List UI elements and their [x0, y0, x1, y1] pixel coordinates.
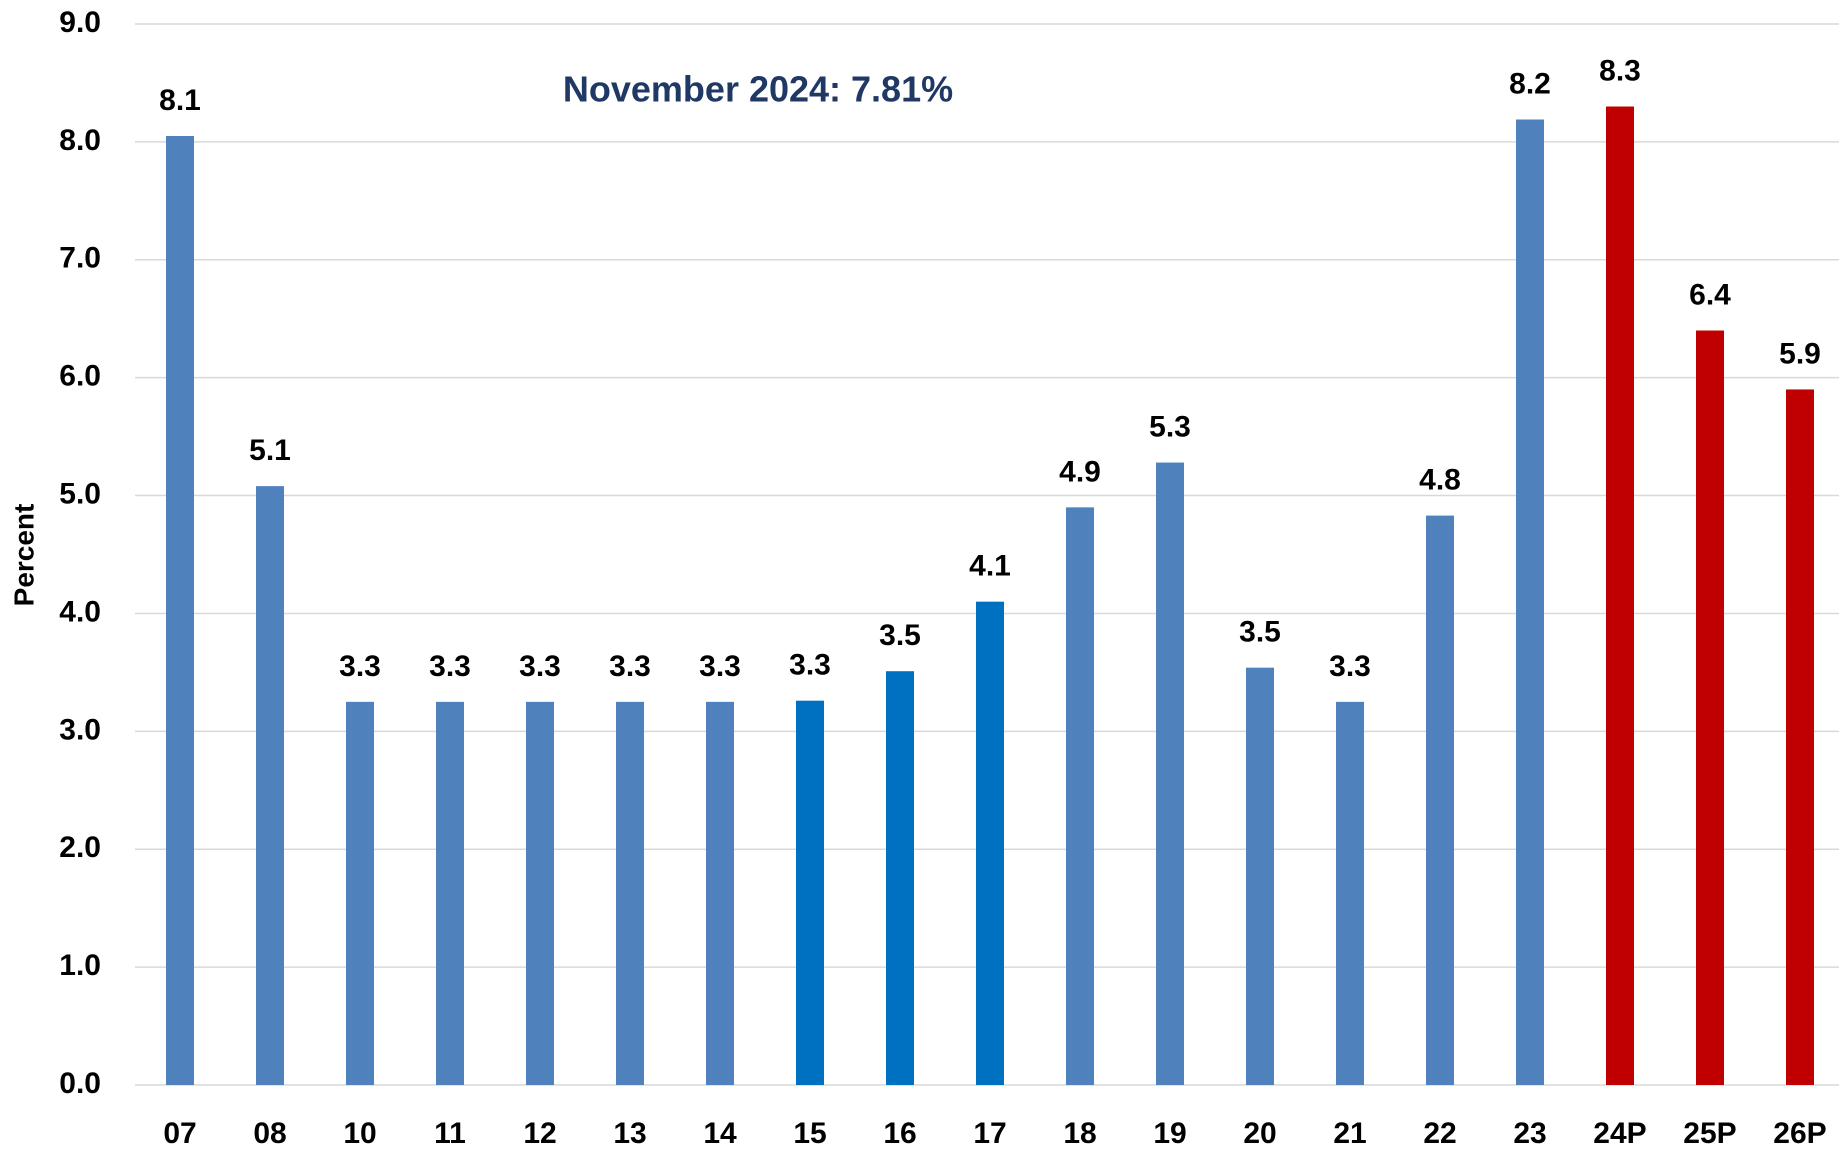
bar	[1336, 701, 1364, 1085]
data-label: 8.2	[1509, 67, 1551, 100]
bar	[796, 700, 824, 1085]
y-tick-label: 3.0	[59, 713, 101, 746]
y-tick-label: 5.0	[59, 477, 101, 510]
x-tick-label: 26P	[1773, 1117, 1826, 1150]
data-label: 8.1	[159, 84, 201, 117]
x-tick-label: 13	[613, 1117, 646, 1150]
bar	[1066, 507, 1094, 1085]
data-label: 6.4	[1689, 278, 1731, 311]
bar	[526, 701, 554, 1085]
x-tick-label: 11	[434, 1117, 466, 1150]
y-tick-label: 4.0	[59, 595, 101, 628]
y-tick-label: 0.0	[59, 1067, 101, 1100]
bar	[1696, 330, 1724, 1085]
data-label: 3.3	[1329, 650, 1371, 683]
bar	[976, 601, 1004, 1085]
data-label: 4.1	[969, 550, 1011, 583]
data-label: 5.1	[249, 434, 291, 467]
data-label: 3.3	[699, 650, 741, 683]
data-label: 4.8	[1419, 464, 1461, 497]
x-tick-label: 19	[1153, 1117, 1186, 1150]
bar	[1786, 389, 1814, 1085]
y-axis-label: Percent	[8, 504, 39, 607]
data-label: 5.9	[1779, 337, 1821, 370]
x-tick-label: 07	[163, 1117, 196, 1150]
x-tick-label: 12	[523, 1117, 556, 1150]
y-tick-label: 2.0	[59, 831, 101, 864]
bar	[1156, 462, 1184, 1086]
bar	[1426, 515, 1454, 1085]
data-label: 3.5	[879, 619, 921, 652]
data-label: 3.3	[609, 650, 651, 683]
data-label: 3.3	[339, 650, 381, 683]
data-label: 3.3	[519, 650, 561, 683]
x-tick-label: 17	[973, 1117, 1006, 1150]
data-label: 3.3	[429, 650, 471, 683]
x-tick-label: 16	[883, 1117, 916, 1150]
bar	[166, 135, 194, 1085]
y-tick-label: 6.0	[59, 360, 101, 393]
bar	[1606, 106, 1634, 1086]
x-tick-label: 21	[1333, 1117, 1366, 1150]
data-label: 3.3	[789, 649, 831, 682]
bar	[1516, 119, 1544, 1086]
x-tick-label: 25P	[1683, 1117, 1736, 1150]
x-tick-label: 20	[1243, 1117, 1276, 1150]
y-tick-label: 9.0	[59, 6, 101, 39]
y-tick-label: 8.0	[59, 124, 101, 157]
bar	[616, 701, 644, 1085]
x-tick-label: 15	[793, 1117, 826, 1150]
data-label: 5.3	[1149, 410, 1191, 443]
bar	[706, 701, 734, 1085]
x-tick-label: 23	[1513, 1117, 1546, 1150]
annotation: November 2024: 7.81%	[563, 69, 953, 110]
x-tick-label: 22	[1423, 1117, 1456, 1150]
data-label: 3.5	[1239, 616, 1281, 649]
x-tick-label: 08	[253, 1117, 286, 1150]
data-label: 4.9	[1059, 455, 1101, 488]
y-tick-label: 7.0	[59, 242, 101, 275]
bar	[436, 701, 464, 1085]
x-tick-label: 24P	[1593, 1117, 1646, 1150]
bar	[256, 486, 284, 1085]
data-label: 8.3	[1599, 54, 1641, 87]
x-tick-label: 14	[703, 1117, 737, 1150]
x-tick-label: 18	[1063, 1117, 1096, 1150]
x-tick-label: 10	[343, 1117, 376, 1150]
y-tick-label: 1.0	[59, 949, 101, 982]
bar	[1246, 667, 1274, 1085]
bar	[886, 671, 914, 1085]
bar	[346, 701, 374, 1085]
